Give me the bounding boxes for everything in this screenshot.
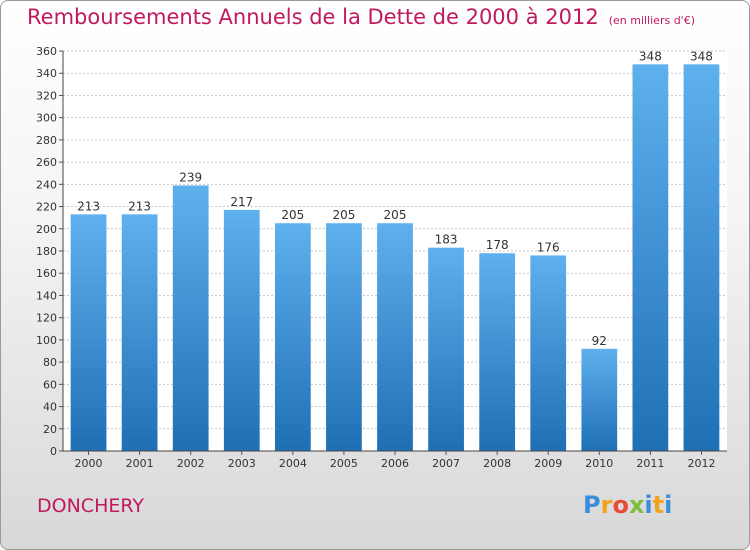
logo-letter: i <box>644 491 653 519</box>
x-tick-label: 2012 <box>687 457 715 470</box>
y-tick-label: 140 <box>36 289 57 302</box>
logo-letter: o <box>612 491 629 519</box>
y-tick-label: 320 <box>36 89 57 102</box>
logo-letter: x <box>628 491 645 519</box>
bar-value-label: 92 <box>592 334 607 348</box>
bar-value-label: 205 <box>281 208 304 222</box>
bar-value-label: 178 <box>486 238 509 252</box>
y-tick-label: 20 <box>43 423 57 436</box>
x-tick-label: 2008 <box>483 457 511 470</box>
bar <box>479 253 516 451</box>
y-tick-label: 220 <box>36 201 57 214</box>
x-tick-label: 2005 <box>330 457 358 470</box>
x-tick-label: 2002 <box>177 457 205 470</box>
chart-subtitle: (en milliers d'€) <box>608 14 695 27</box>
y-tick-label: 100 <box>36 334 57 347</box>
bar-value-label: 205 <box>384 208 407 222</box>
x-tick-label: 2000 <box>75 457 103 470</box>
bar-value-label: 348 <box>690 49 713 63</box>
y-tick-label: 260 <box>36 156 57 169</box>
proxiti-logo: Proxiti <box>583 491 672 519</box>
bar <box>223 209 260 451</box>
bar-value-label: 205 <box>332 208 355 222</box>
logo-letter: t <box>652 491 665 519</box>
y-tick-label: 160 <box>36 267 57 280</box>
bar-value-label: 217 <box>230 195 253 209</box>
bar <box>377 223 413 451</box>
bar <box>530 255 567 451</box>
chart-title-text: Remboursements Annuels de la Dette de 20… <box>27 5 599 29</box>
y-tick-label: 120 <box>36 312 57 325</box>
y-tick-label: 360 <box>36 45 57 58</box>
y-tick-label: 200 <box>36 223 57 236</box>
bar <box>632 64 669 452</box>
bar <box>172 185 209 451</box>
bar <box>326 223 362 451</box>
x-tick-label: 2011 <box>636 457 664 470</box>
y-tick-label: 300 <box>36 112 57 125</box>
x-tick-label: 2006 <box>381 457 409 470</box>
x-tick-label: 2001 <box>126 457 154 470</box>
x-tick-label: 2004 <box>279 457 307 470</box>
y-tick-label: 240 <box>36 178 57 191</box>
logo-letter: i <box>664 491 673 519</box>
x-tick-label: 2009 <box>534 457 562 470</box>
y-tick-label: 0 <box>50 445 57 458</box>
y-tick-label: 40 <box>43 401 57 414</box>
y-tick-label: 80 <box>43 356 57 369</box>
bar-value-label: 176 <box>537 240 560 254</box>
y-tick-label: 340 <box>36 67 57 80</box>
y-tick-label: 60 <box>43 378 57 391</box>
y-tick-label: 180 <box>36 245 57 258</box>
bar <box>683 64 720 452</box>
chart-title: Remboursements Annuels de la Dette de 20… <box>27 5 695 29</box>
y-tick-label: 280 <box>36 134 57 147</box>
x-tick-label: 2010 <box>585 457 613 470</box>
logo-letter: r <box>600 491 613 519</box>
bar <box>70 214 107 451</box>
bar-value-label: 239 <box>179 170 202 184</box>
x-tick-label: 2007 <box>432 457 460 470</box>
bar-chart: 213 213 239 217 205 205 205 183 178 176 92 348 348 0… <box>36 45 727 470</box>
logo-letter: P <box>583 491 601 519</box>
bar-value-label: 348 <box>639 49 662 63</box>
bar <box>121 214 158 451</box>
bar-value-label: 183 <box>435 233 458 247</box>
commune-name: DONCHERY <box>37 495 144 517</box>
bar <box>274 223 311 451</box>
bar <box>581 348 618 451</box>
bar <box>428 247 464 451</box>
bar-value-label: 213 <box>128 199 151 213</box>
bar-value-label: 213 <box>77 199 100 213</box>
x-tick-label: 2003 <box>228 457 256 470</box>
